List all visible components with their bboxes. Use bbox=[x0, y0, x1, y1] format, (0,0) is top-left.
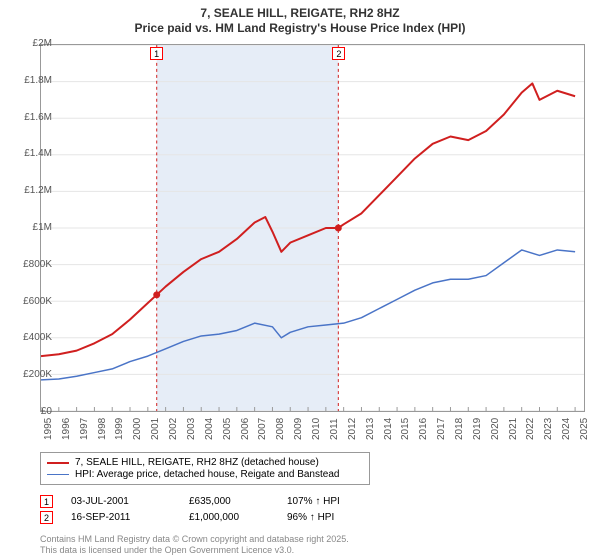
x-tick-label: 2002 bbox=[168, 418, 179, 440]
x-tick-label: 2008 bbox=[275, 418, 286, 440]
x-tick-label: 2004 bbox=[204, 418, 215, 440]
chart-marker-2: 2 bbox=[332, 47, 345, 60]
x-tick-label: 2010 bbox=[311, 418, 322, 440]
y-tick-label: £600K bbox=[12, 296, 52, 307]
x-tick-label: 1997 bbox=[79, 418, 90, 440]
transaction-marker-1: 1 bbox=[40, 495, 53, 508]
legend-item-property: 7, SEALE HILL, REIGATE, RH2 8HZ (detache… bbox=[47, 457, 363, 468]
transaction-price-1: £635,000 bbox=[189, 496, 269, 507]
transaction-price-2: £1,000,000 bbox=[189, 512, 269, 523]
legend-label-property: 7, SEALE HILL, REIGATE, RH2 8HZ (detache… bbox=[75, 457, 319, 468]
x-tick-label: 2015 bbox=[400, 418, 411, 440]
x-tick-label: 2005 bbox=[222, 418, 233, 440]
x-tick-label: 2019 bbox=[472, 418, 483, 440]
chart-marker-1: 1 bbox=[150, 47, 163, 60]
attribution-text: Contains HM Land Registry data © Crown c… bbox=[40, 534, 349, 556]
x-tick-label: 2003 bbox=[186, 418, 197, 440]
chart-container: 7, SEALE HILL, REIGATE, RH2 8HZ Price pa… bbox=[0, 0, 600, 560]
y-tick-label: £0 bbox=[12, 406, 52, 417]
chart-plot-area bbox=[40, 44, 585, 412]
transaction-hpi-1: 107% ↑ HPI bbox=[287, 496, 377, 507]
y-tick-label: £1.2M bbox=[12, 185, 52, 196]
transaction-hpi-2: 96% ↑ HPI bbox=[287, 512, 377, 523]
y-tick-label: £1M bbox=[12, 222, 52, 233]
y-tick-label: £800K bbox=[12, 259, 52, 270]
x-tick-label: 2009 bbox=[293, 418, 304, 440]
y-tick-label: £400K bbox=[12, 332, 52, 343]
x-tick-label: 2011 bbox=[329, 418, 340, 440]
x-tick-label: 2023 bbox=[543, 418, 554, 440]
attribution-line-1: Contains HM Land Registry data © Crown c… bbox=[40, 534, 349, 545]
transaction-row-1: 1 03-JUL-2001 £635,000 107% ↑ HPI bbox=[40, 495, 377, 508]
x-tick-label: 2014 bbox=[383, 418, 394, 440]
y-tick-label: £1.8M bbox=[12, 75, 52, 86]
x-tick-label: 2024 bbox=[561, 418, 572, 440]
x-tick-label: 2013 bbox=[365, 418, 376, 440]
legend-box: 7, SEALE HILL, REIGATE, RH2 8HZ (detache… bbox=[40, 452, 370, 485]
transaction-row-2: 2 16-SEP-2011 £1,000,000 96% ↑ HPI bbox=[40, 511, 377, 524]
y-tick-label: £200K bbox=[12, 369, 52, 380]
x-tick-label: 1996 bbox=[61, 418, 72, 440]
title-line-2: Price paid vs. HM Land Registry's House … bbox=[0, 21, 600, 35]
x-tick-label: 2012 bbox=[347, 418, 358, 440]
x-tick-label: 2016 bbox=[418, 418, 429, 440]
x-tick-label: 2022 bbox=[525, 418, 536, 440]
x-tick-label: 1998 bbox=[97, 418, 108, 440]
title-line-1: 7, SEALE HILL, REIGATE, RH2 8HZ bbox=[0, 6, 600, 20]
x-tick-label: 1999 bbox=[114, 418, 125, 440]
attribution-line-2: This data is licensed under the Open Gov… bbox=[40, 545, 349, 556]
x-tick-label: 2021 bbox=[508, 418, 519, 440]
x-tick-label: 2018 bbox=[454, 418, 465, 440]
transaction-date-1: 03-JUL-2001 bbox=[71, 496, 171, 507]
legend-swatch-hpi bbox=[47, 474, 69, 476]
legend-item-hpi: HPI: Average price, detached house, Reig… bbox=[47, 469, 363, 480]
y-tick-label: £2M bbox=[12, 38, 52, 49]
x-tick-label: 2000 bbox=[132, 418, 143, 440]
x-tick-label: 2017 bbox=[436, 418, 447, 440]
titles: 7, SEALE HILL, REIGATE, RH2 8HZ Price pa… bbox=[0, 0, 600, 35]
x-tick-label: 1995 bbox=[43, 418, 54, 440]
transaction-date-2: 16-SEP-2011 bbox=[71, 512, 171, 523]
x-tick-label: 2001 bbox=[150, 418, 161, 440]
x-tick-label: 2025 bbox=[579, 418, 590, 440]
legend-swatch-property bbox=[47, 462, 69, 464]
chart-svg bbox=[41, 45, 584, 411]
x-tick-label: 2020 bbox=[490, 418, 501, 440]
y-tick-label: £1.4M bbox=[12, 148, 52, 159]
y-tick-label: £1.6M bbox=[12, 112, 52, 123]
transaction-table: 1 03-JUL-2001 £635,000 107% ↑ HPI 2 16-S… bbox=[40, 492, 377, 527]
x-tick-label: 2006 bbox=[240, 418, 251, 440]
x-tick-label: 2007 bbox=[257, 418, 268, 440]
legend-label-hpi: HPI: Average price, detached house, Reig… bbox=[75, 469, 339, 480]
transaction-marker-2: 2 bbox=[40, 511, 53, 524]
